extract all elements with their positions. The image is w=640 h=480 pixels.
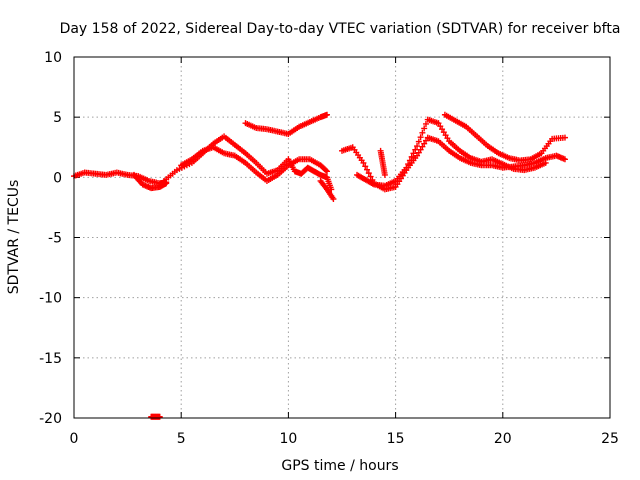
data-point — [365, 170, 372, 177]
data-point — [415, 149, 422, 156]
data-point — [417, 146, 424, 153]
data-point — [414, 143, 421, 150]
data-point — [419, 129, 426, 136]
chart-title: Day 158 of 2022, Sidereal Day-to-day VTE… — [60, 21, 621, 37]
data-point — [323, 111, 330, 118]
data-points — [71, 111, 568, 420]
x-tick-label: 25 — [601, 431, 619, 447]
data-point — [442, 132, 449, 139]
data-point — [421, 125, 428, 132]
y-tick-label: -15 — [39, 351, 62, 367]
data-point — [367, 173, 374, 180]
data-point — [417, 134, 424, 141]
x-tick-label: 0 — [70, 431, 79, 447]
x-axis-label: GPS time / hours — [281, 458, 398, 474]
y-tick-label: 10 — [44, 50, 62, 66]
data-point — [561, 134, 568, 141]
x-tick-label: 5 — [177, 431, 186, 447]
plot-frame — [73, 56, 611, 419]
data-point — [440, 129, 447, 136]
y-tick-label: -10 — [39, 291, 62, 307]
data-point — [406, 157, 413, 164]
data-point — [323, 168, 330, 175]
data-point — [330, 195, 337, 202]
axis-ticks: 0 5 10 15 20 25 10 5 0 -5 -10 -15 -20 — [39, 50, 619, 447]
data-point — [437, 123, 444, 130]
data-point — [414, 152, 421, 159]
data-point — [444, 135, 451, 142]
data-point — [415, 138, 422, 145]
x-tick-label: 20 — [494, 431, 512, 447]
x-tick-label: 10 — [279, 431, 297, 447]
x-tick-label: 15 — [387, 431, 405, 447]
data-point — [435, 120, 442, 127]
data-point — [422, 137, 429, 144]
y-tick-label: 0 — [53, 170, 62, 186]
data-point — [421, 140, 428, 147]
data-point — [362, 163, 369, 170]
data-point — [410, 150, 417, 157]
data-point — [156, 413, 163, 420]
data-point — [360, 159, 367, 166]
data-point — [439, 126, 446, 133]
y-axis-label: SDTVAR / TECUs — [6, 180, 22, 295]
data-point — [419, 143, 426, 150]
data-point — [422, 120, 429, 127]
data-point — [403, 164, 410, 171]
data-point — [364, 166, 371, 173]
data-point — [542, 159, 549, 166]
data-point — [408, 153, 415, 160]
data-point — [412, 146, 419, 153]
y-tick-label: -5 — [48, 231, 62, 247]
data-point — [561, 156, 568, 163]
data-point — [405, 161, 412, 168]
data-point — [381, 171, 388, 178]
data-point — [322, 167, 329, 174]
grid-lines — [74, 57, 610, 418]
y-tick-label: -20 — [39, 411, 62, 427]
y-tick-label: 5 — [53, 110, 62, 126]
